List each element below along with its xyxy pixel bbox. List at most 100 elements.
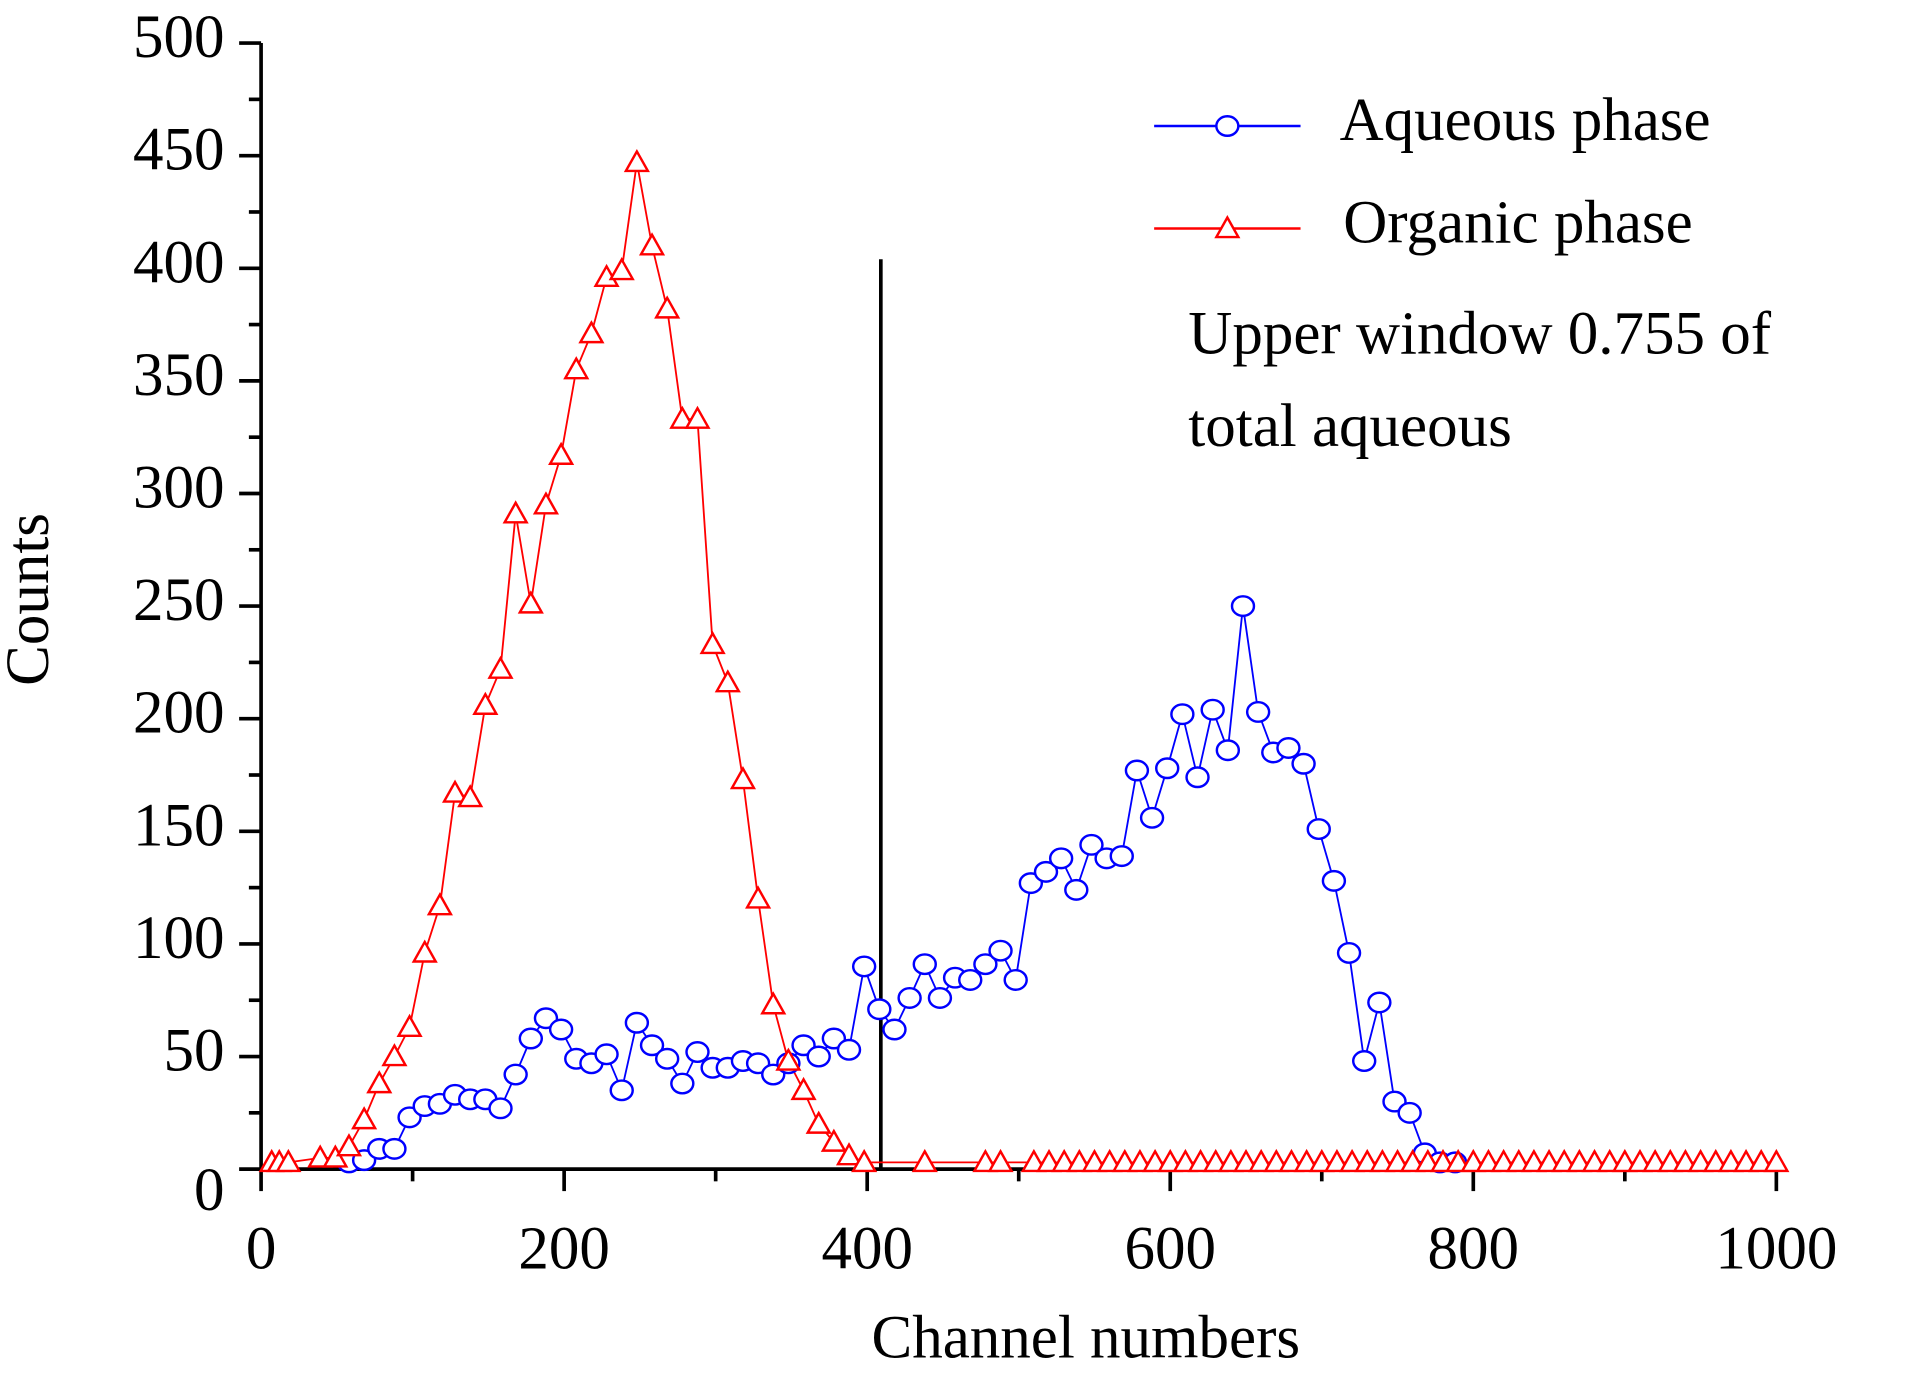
data-point [1003,968,1028,991]
data-point [351,1106,378,1130]
legend-label: Aqueous phase [1340,87,1711,154]
data-point [820,1128,847,1152]
data-point [1079,833,1104,856]
data-point [382,1137,407,1160]
y-tick-label: 450 [133,117,225,184]
annotation: Upper window 0.755 of [1188,301,1771,368]
x-axis-label: Channel numbers [872,1305,1301,1372]
data-point [1185,766,1210,789]
data-point [897,986,922,1009]
legend-marker [1214,215,1241,239]
data-point [1702,1148,1729,1173]
data-point [1155,757,1180,780]
data-point [1414,1148,1441,1173]
x-tick-label: 1000 [1715,1216,1837,1283]
data-point [518,1027,544,1050]
data-point [988,939,1013,962]
data-point [714,669,741,693]
data-point [1642,1148,1669,1173]
data-point [1048,847,1074,870]
data-point [912,953,937,976]
data-point [548,441,575,465]
y-tick-label: 400 [133,229,225,296]
y-tick-label: 200 [133,680,225,747]
y-tick-label: 250 [133,567,225,634]
data-point [1732,1148,1760,1173]
data-point [1276,737,1301,759]
data-point [1124,759,1150,782]
data-point [654,1047,680,1070]
data-point [1596,1148,1623,1173]
data-point [1245,700,1271,723]
data-point [366,1070,393,1094]
data-point [1306,818,1331,841]
data-point [1687,1148,1714,1173]
data-point [729,766,757,790]
x-tick-label: 0 [246,1216,277,1283]
data-point [1033,860,1059,883]
data-point [669,405,696,429]
data-point [1066,1148,1093,1173]
data-point [1081,1148,1108,1173]
data-point [1172,1148,1199,1173]
data-point [1321,869,1347,892]
x-tick-label: 400 [821,1216,912,1283]
data-point [1566,1148,1593,1173]
data-point [1367,991,1392,1014]
data-point [1020,1148,1047,1173]
annotation: total aqueous [1188,393,1512,460]
y-tick-label: 50 [163,1018,224,1085]
data-point [1520,1148,1547,1173]
data-point [1051,1148,1078,1173]
y-tick-label: 100 [133,905,225,972]
data-point [1157,1148,1184,1173]
data-point [502,500,529,524]
data-point [441,779,469,803]
y-tick-label: 300 [133,454,225,521]
data-point [1111,1148,1138,1173]
data-point [1200,698,1225,721]
data-point [790,1076,817,1101]
data-point [805,1110,832,1134]
data-point [1611,1148,1638,1173]
data-point [684,405,711,429]
y-tick-label: 350 [133,342,225,409]
data-point [1748,1148,1775,1173]
y-tick-label: 0 [194,1157,225,1224]
data-point [1308,1148,1335,1173]
data-point [745,885,772,909]
data-point [1551,1148,1578,1173]
x-tick-label: 200 [518,1216,610,1283]
data-point [335,1133,363,1157]
data-point [623,148,650,173]
data-point [1323,1148,1350,1173]
data-point [1397,1101,1422,1124]
data-point [1278,1148,1305,1173]
data-point [1657,1148,1684,1173]
data-point [987,1148,1014,1173]
data-point [517,590,544,614]
y-tick-label: 150 [133,792,225,859]
data-point [578,320,605,344]
data-point [911,1148,938,1173]
data-point [1581,1148,1608,1173]
data-point [1202,1148,1229,1173]
data-point [1217,1148,1244,1173]
data-point [1263,1148,1290,1173]
data-point [307,1144,334,1168]
data-point [775,1047,802,1071]
data-point [1339,1148,1366,1173]
data-point [624,1011,650,1034]
data-point [1399,1148,1426,1173]
data-point [411,939,438,963]
data-point [699,630,726,655]
data-point [1336,941,1362,964]
data-point [1187,1148,1214,1173]
data-point [1248,1148,1275,1173]
data-point [396,1013,423,1038]
data-point [1763,1148,1790,1173]
data-point [685,1041,710,1064]
data-point [548,1018,574,1041]
data-point [532,491,560,515]
